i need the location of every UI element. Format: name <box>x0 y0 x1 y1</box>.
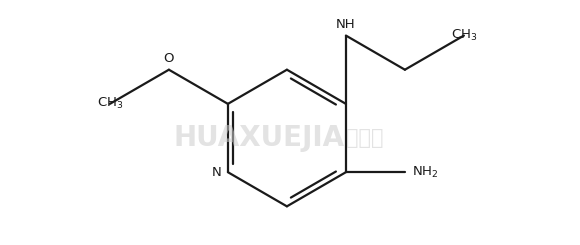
Text: NH: NH <box>336 18 356 31</box>
Text: 化学加: 化学加 <box>346 128 383 148</box>
Text: CH$_3$: CH$_3$ <box>97 96 123 111</box>
Text: N: N <box>212 166 222 179</box>
Text: O: O <box>164 52 174 65</box>
Text: CH$_3$: CH$_3$ <box>451 28 477 43</box>
Text: HUAXUEJIA: HUAXUEJIA <box>173 124 345 152</box>
Text: NH$_2$: NH$_2$ <box>412 165 438 180</box>
